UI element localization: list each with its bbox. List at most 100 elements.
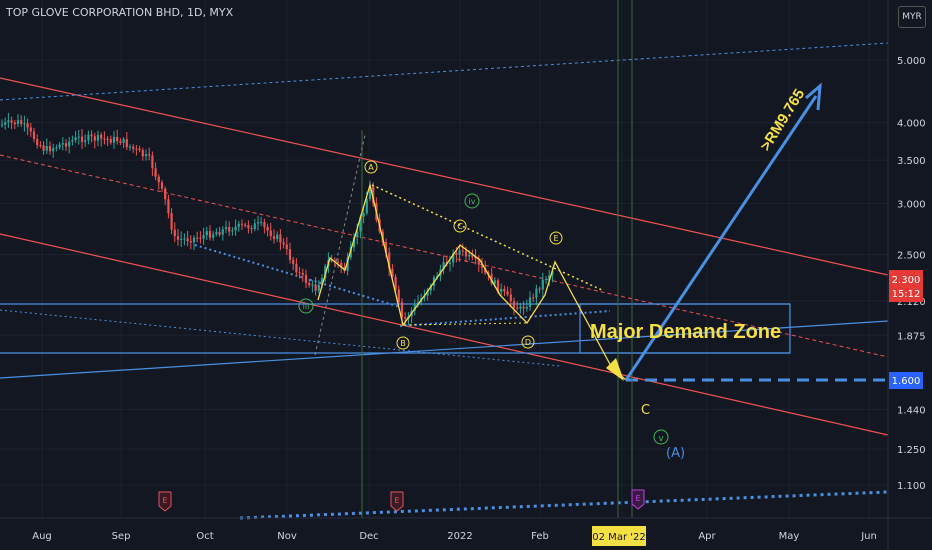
candle-body bbox=[397, 289, 400, 303]
blue-dotted-top bbox=[0, 42, 889, 101]
candle-body bbox=[490, 274, 493, 284]
candle-body bbox=[119, 141, 122, 143]
blue-rising-line bbox=[0, 320, 889, 379]
candle-body bbox=[362, 212, 365, 217]
candle-body bbox=[324, 266, 327, 279]
candle-body bbox=[496, 280, 500, 292]
candle-body bbox=[173, 229, 176, 237]
candle-body bbox=[272, 236, 276, 240]
candle-body bbox=[106, 138, 109, 140]
candle-body bbox=[87, 134, 90, 141]
candle-body bbox=[471, 254, 474, 257]
current-price-countdown: 15:12 bbox=[892, 289, 921, 300]
candle-body bbox=[109, 139, 112, 143]
x-tick-label: Sep bbox=[112, 531, 131, 542]
candle-body bbox=[7, 120, 10, 123]
candle-body bbox=[452, 253, 455, 263]
candle-body bbox=[404, 317, 407, 319]
candle-body bbox=[304, 274, 308, 283]
vertical-gridlines bbox=[41, 0, 870, 518]
wave-a-label: A bbox=[368, 163, 374, 172]
chart-title: TOP GLOVE CORPORATION BHD, 1D, MYX bbox=[6, 6, 234, 19]
x-axis-ticks: Aug Sep Oct Nov Dec 2022 Feb Apr May Jun bbox=[32, 531, 877, 542]
candle-body bbox=[372, 186, 375, 204]
candle-body bbox=[68, 141, 71, 147]
candle-body bbox=[13, 122, 16, 125]
candle-body bbox=[458, 250, 461, 256]
candle-body bbox=[333, 260, 336, 262]
candle-body bbox=[519, 306, 522, 309]
candle-body bbox=[256, 222, 260, 224]
candle-body bbox=[215, 232, 218, 235]
candle-body bbox=[74, 137, 77, 141]
candle-body bbox=[55, 147, 58, 149]
candle-body bbox=[186, 238, 189, 242]
candle-body bbox=[32, 131, 36, 140]
candle-body bbox=[474, 256, 477, 259]
target-price-label: 1.600 bbox=[892, 376, 921, 387]
candle-body bbox=[45, 146, 48, 151]
candle-body bbox=[16, 120, 20, 125]
candle-body bbox=[516, 307, 519, 309]
candle-body bbox=[260, 222, 263, 224]
current-price-tag bbox=[889, 270, 923, 302]
wave-dotted-bottom bbox=[403, 322, 528, 326]
y-tick-label: 3.000 bbox=[897, 199, 926, 210]
wave-path bbox=[317, 182, 627, 381]
candle-body bbox=[23, 123, 26, 125]
candle-body bbox=[551, 271, 554, 276]
candle-body bbox=[413, 304, 416, 311]
y-tick-label: 3.500 bbox=[897, 156, 926, 167]
candle-body bbox=[180, 239, 183, 241]
candle-body bbox=[295, 263, 298, 273]
candle-body bbox=[228, 227, 231, 232]
candle-body bbox=[10, 120, 13, 123]
wave-big-a: (A) bbox=[666, 446, 685, 461]
candle-body bbox=[384, 242, 388, 253]
candle-body bbox=[525, 306, 528, 309]
candle-body bbox=[500, 289, 503, 292]
channel-upper-red bbox=[0, 77, 889, 276]
dashed-diagonal bbox=[314, 134, 366, 356]
candle-body bbox=[285, 244, 288, 250]
candle-body bbox=[253, 223, 256, 230]
candle-body bbox=[148, 154, 151, 156]
candle-body bbox=[455, 253, 458, 256]
candle-body bbox=[365, 199, 368, 213]
candle-body bbox=[250, 228, 253, 230]
candle-body bbox=[461, 250, 464, 252]
x-tick-label: 2022 bbox=[447, 531, 472, 542]
blue-dotted-support bbox=[194, 244, 401, 308]
candle-body bbox=[487, 272, 490, 275]
candle-body bbox=[464, 250, 468, 257]
candle-body bbox=[61, 143, 64, 145]
y-tick-label: 1.875 bbox=[897, 331, 926, 342]
candle-body bbox=[340, 262, 343, 268]
wave-e-label: E bbox=[553, 234, 558, 243]
candle-body bbox=[164, 188, 167, 200]
currency-button[interactable]: MYR bbox=[898, 6, 926, 28]
candle-body bbox=[442, 262, 445, 270]
candle-body bbox=[544, 279, 548, 281]
candle-body bbox=[394, 276, 397, 290]
y-tick-label: 1.250 bbox=[897, 445, 926, 456]
candle-body bbox=[388, 252, 391, 269]
candle-body bbox=[176, 236, 180, 240]
candle-body bbox=[151, 155, 154, 169]
candle-body bbox=[292, 259, 295, 264]
candle-body bbox=[429, 285, 432, 291]
candle-body bbox=[308, 282, 311, 286]
candle-body bbox=[58, 144, 61, 148]
blue-dotted-bottom bbox=[239, 490, 889, 520]
candle-body bbox=[125, 139, 128, 148]
candle-body bbox=[167, 199, 170, 214]
candle-body bbox=[330, 260, 333, 262]
event-flag-2: E bbox=[394, 496, 399, 505]
target-arrowhead bbox=[805, 82, 822, 111]
current-price-label: 2.300 bbox=[892, 275, 921, 286]
candle-body bbox=[132, 146, 135, 149]
candle-body bbox=[160, 182, 164, 189]
candle-body bbox=[541, 279, 544, 290]
candle-body bbox=[52, 148, 55, 152]
